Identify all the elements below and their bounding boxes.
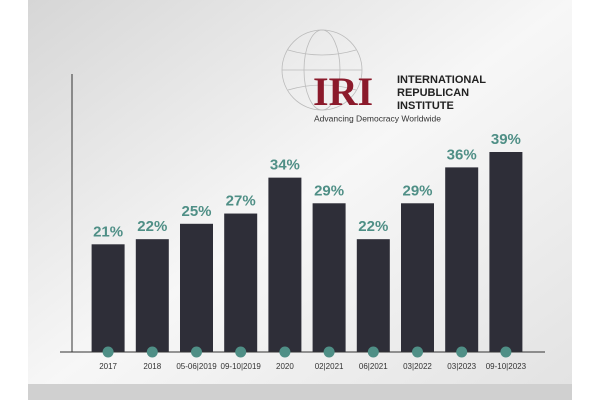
logo-tagline: Advancing Democracy Worldwide <box>314 113 441 123</box>
bar <box>312 203 346 352</box>
x-tick-label: 03|2023 <box>447 362 476 371</box>
category-dot <box>367 346 379 358</box>
value-label: 27% <box>226 193 256 210</box>
x-tick-label: 02|2021 <box>315 362 344 371</box>
x-tick-label: 2020 <box>276 362 294 371</box>
logo-mark: IRI <box>313 69 373 114</box>
globe <box>281 29 363 111</box>
logo-line: REPUBLICAN <box>397 87 469 99</box>
value-label: 25% <box>181 203 211 220</box>
category-dot <box>500 346 512 358</box>
x-tick-label: 2017 <box>99 362 117 371</box>
x-tick-label: 09-10|2023 <box>486 362 527 371</box>
x-tick-label: 06|2021 <box>359 362 388 371</box>
value-label: 39% <box>491 131 521 148</box>
x-tick-label: 05-06|2019 <box>176 362 217 371</box>
x-tick-label: 2018 <box>143 362 161 371</box>
category-dot <box>279 346 291 358</box>
bar <box>445 167 479 352</box>
bar <box>489 152 523 352</box>
value-label: 34% <box>270 157 300 174</box>
value-label: 22% <box>137 218 167 235</box>
category-dot <box>323 346 335 358</box>
bar <box>224 213 258 352</box>
bar <box>356 239 390 352</box>
x-tick-label: 09-10|2019 <box>221 362 262 371</box>
value-label: 36% <box>447 146 477 163</box>
category-dot <box>102 346 114 358</box>
value-label: 22% <box>358 218 388 235</box>
category-dot <box>456 346 468 358</box>
bar <box>135 239 169 352</box>
bar <box>401 203 434 352</box>
value-label: 29% <box>402 182 432 199</box>
value-label: 21% <box>93 223 123 240</box>
bar <box>91 244 125 352</box>
category-dot <box>412 346 423 358</box>
category-dot <box>146 346 158 358</box>
logo-line: INTERNATIONAL <box>397 74 486 86</box>
category-dot <box>235 346 247 358</box>
footer-strip <box>28 384 572 400</box>
x-tick-label: 03|2022 <box>403 362 432 371</box>
bar <box>180 223 213 352</box>
bar <box>268 177 302 352</box>
value-label: 29% <box>314 182 344 199</box>
logo-line: INSTITUTE <box>397 100 454 112</box>
category-dot <box>191 346 202 358</box>
